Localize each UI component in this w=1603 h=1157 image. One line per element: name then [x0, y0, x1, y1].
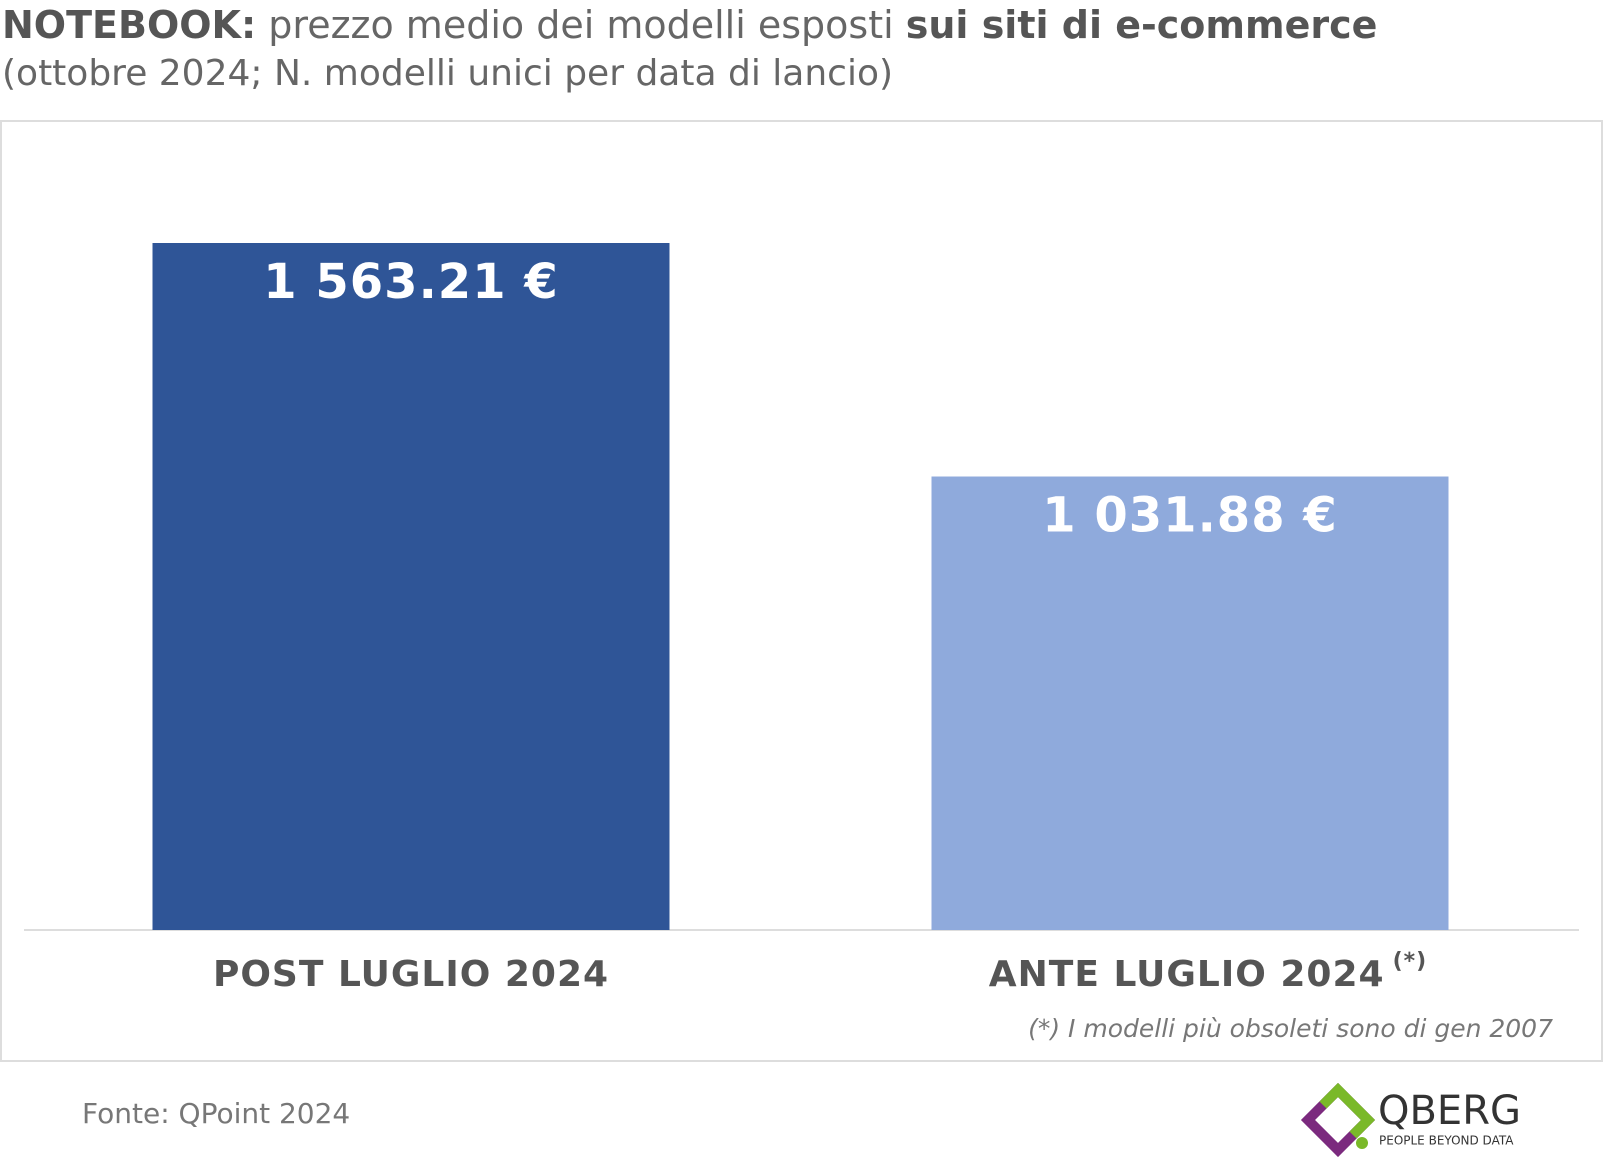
category-name: POST LUGLIO 2024: [213, 954, 609, 995]
chart-subtitle: (ottobre 2024; N. modelli unici per data…: [2, 53, 893, 94]
logo-name: QBERG: [1378, 1088, 1521, 1134]
bar: [152, 243, 670, 930]
footnote: (*) I modelli più obsoleti sono di gen 2…: [1028, 1014, 1553, 1043]
plot-frame: [0, 120, 1603, 1062]
value-label: 1 563.21 €: [263, 254, 558, 310]
category-name: ANTE LUGLIO 2024: [989, 954, 1385, 995]
title-part: NOTEBOOK:: [2, 3, 256, 47]
logo-dot: [1356, 1137, 1368, 1149]
title-part: prezzo medio dei modelli esposti: [268, 3, 893, 47]
logo: QBERG PEOPLE BEYOND DATA: [1300, 1082, 1521, 1157]
chart-title: NOTEBOOK: prezzo medio dei modelli espos…: [2, 3, 1377, 47]
title-part: sui siti di e-commerce: [906, 3, 1378, 47]
category-note: (*): [1393, 949, 1428, 974]
value-label: 1 031.88 €: [1042, 488, 1337, 544]
logo-tagline: PEOPLE BEYOND DATA: [1379, 1134, 1514, 1148]
source: Fonte: QPoint 2024: [82, 1097, 350, 1130]
bar: [931, 476, 1449, 930]
x-tick-label: ANTE LUGLIO 2024 (*): [989, 949, 1427, 995]
logo-mark: [1319, 1082, 1376, 1139]
x-tick-label: POST LUGLIO 2024: [213, 954, 609, 995]
